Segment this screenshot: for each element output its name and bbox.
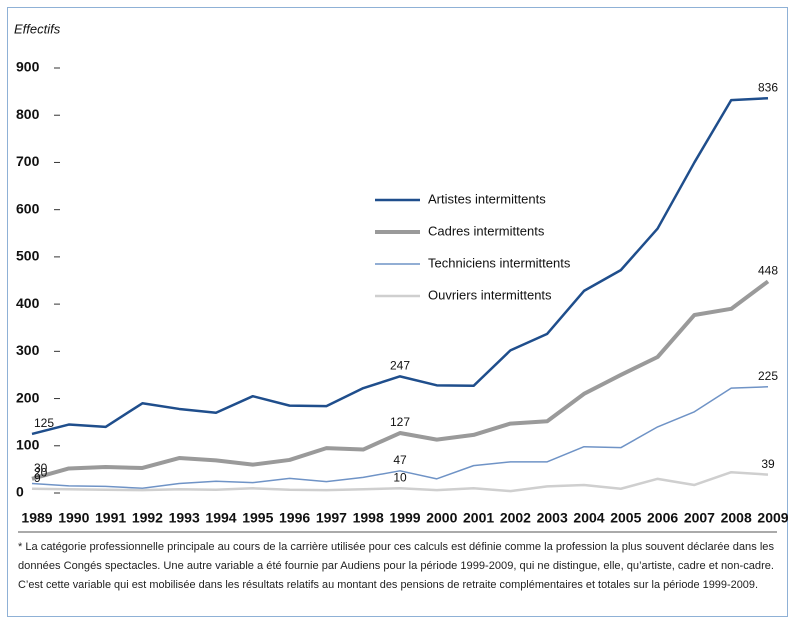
data-label: 30 — [34, 461, 48, 475]
y-tick-label: 800 — [16, 106, 40, 122]
x-tick-label: 1991 — [95, 510, 126, 526]
y-tick-label: 300 — [16, 342, 40, 358]
x-tick-label: 2005 — [610, 510, 641, 526]
data-label: 127 — [390, 415, 410, 429]
y-tick-label: 200 — [16, 389, 40, 405]
data-label: 247 — [390, 359, 410, 373]
x-tick-label: 1995 — [242, 510, 273, 526]
series-line — [31, 386, 769, 490]
x-tick-label: 1990 — [58, 510, 89, 526]
legend-label: Cadres intermittents — [428, 223, 545, 238]
footnote: C’est cette variable qui est mobilisée d… — [18, 579, 758, 591]
series-line — [31, 470, 769, 493]
data-label: 225 — [758, 369, 778, 383]
x-tick-label: 2000 — [426, 510, 457, 526]
x-tick-label: 2007 — [684, 510, 715, 526]
y-tick-label: 100 — [16, 436, 40, 452]
x-tick-label: 1989 — [21, 510, 52, 526]
series-line — [31, 96, 769, 436]
x-tick-label: 2009 — [757, 510, 788, 526]
x-tick-label: 2004 — [573, 510, 604, 526]
y-tick-label: 400 — [16, 295, 40, 311]
data-label: 47 — [393, 453, 407, 467]
x-tick-label: 1999 — [389, 510, 420, 526]
footnote: * La catégorie professionnelle principal… — [18, 541, 774, 553]
x-tick-label: 1993 — [169, 510, 200, 526]
y-tick-label: 0 — [16, 484, 24, 500]
y-axis-label: Effectifs — [14, 21, 61, 36]
x-tick-label: 1996 — [279, 510, 310, 526]
frame — [7, 7, 788, 617]
x-tick-label: 2002 — [500, 510, 531, 526]
data-label: 448 — [758, 264, 778, 278]
legend-label: Ouvriers intermittents — [428, 287, 552, 302]
y-tick-label: 700 — [16, 153, 40, 169]
data-label: 10 — [393, 470, 407, 484]
x-tick-label: 2003 — [537, 510, 568, 526]
x-tick-label: 2001 — [463, 510, 494, 526]
x-tick-label: 1997 — [316, 510, 347, 526]
y-tick-label: 500 — [16, 248, 40, 264]
series-line — [31, 279, 770, 481]
x-tick-label: 1992 — [132, 510, 163, 526]
x-tick-label: 1998 — [353, 510, 384, 526]
y-tick-label: 600 — [16, 200, 40, 216]
y-tick-label: 900 — [16, 59, 40, 75]
footnote: données Congés spectacles. Une autre var… — [18, 560, 774, 572]
data-label: 836 — [758, 80, 778, 94]
data-label: 20 — [34, 466, 48, 480]
x-tick-label: 2006 — [647, 510, 678, 526]
x-tick-label: 2008 — [721, 510, 752, 526]
legend-label: Artistes intermittents — [428, 191, 546, 206]
data-label: 125 — [34, 416, 54, 430]
data-label: 9 — [34, 471, 41, 485]
x-tick-label: 1994 — [205, 510, 236, 526]
legend-label: Techniciens intermittents — [428, 255, 571, 270]
data-label: 39 — [761, 457, 775, 471]
